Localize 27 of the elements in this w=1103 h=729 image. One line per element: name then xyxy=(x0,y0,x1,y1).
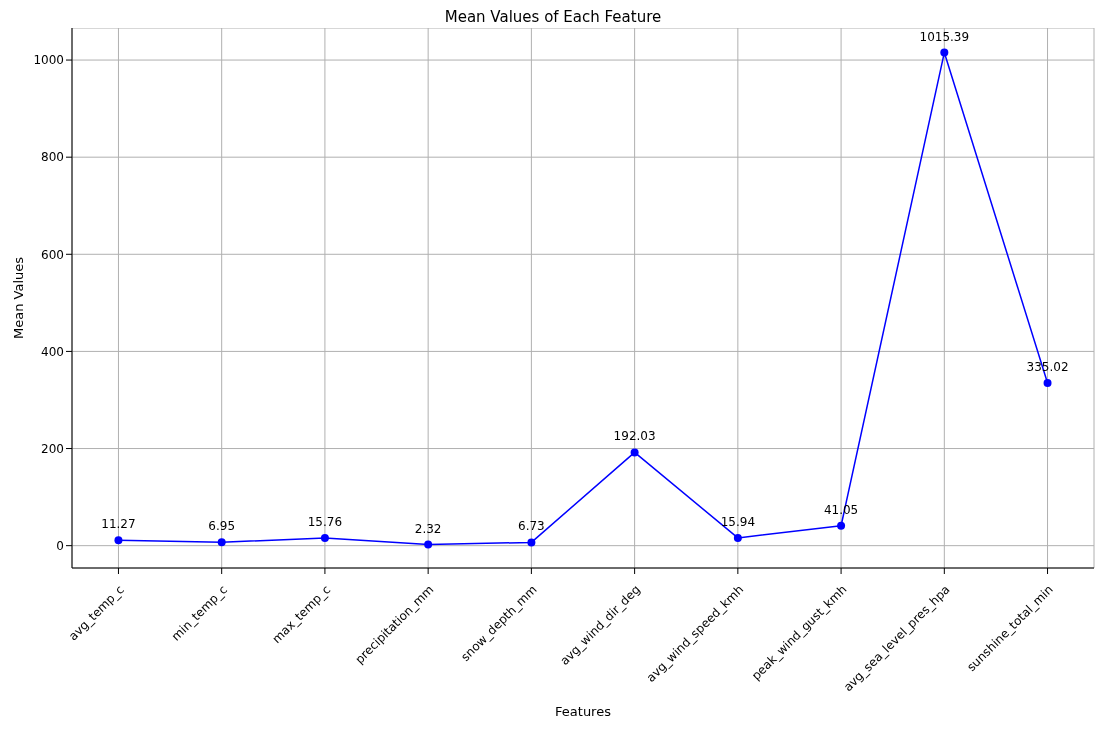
y-tick-label: 400 xyxy=(41,344,64,359)
y-tick-label: 1000 xyxy=(33,53,64,68)
data-label: 192.03 xyxy=(613,429,656,444)
point xyxy=(837,521,846,530)
point xyxy=(217,538,226,547)
data-label: 15.94 xyxy=(720,514,756,529)
data-label: 1015.39 xyxy=(919,29,970,44)
chart-title: Mean Values of Each Feature xyxy=(443,8,663,28)
x-axis-title: Features xyxy=(555,704,612,719)
point xyxy=(320,534,329,543)
data-label: 2.32 xyxy=(414,521,442,536)
y-tick-label: 200 xyxy=(41,441,64,456)
y-tick-label: 800 xyxy=(41,150,64,165)
point xyxy=(630,448,639,457)
data-label: 15.76 xyxy=(307,515,343,530)
y-axis-title: Mean Values xyxy=(10,256,26,340)
point xyxy=(733,533,742,542)
y-tick-label: 0 xyxy=(56,538,64,553)
point xyxy=(940,48,949,57)
point xyxy=(424,540,433,549)
point xyxy=(527,538,536,547)
data-label: 11.27 xyxy=(101,517,136,532)
point xyxy=(114,536,123,545)
y-tick-label: 600 xyxy=(41,247,64,262)
data-label: 6.73 xyxy=(518,519,545,534)
point xyxy=(1043,378,1052,387)
data-label: 6.95 xyxy=(208,519,236,534)
